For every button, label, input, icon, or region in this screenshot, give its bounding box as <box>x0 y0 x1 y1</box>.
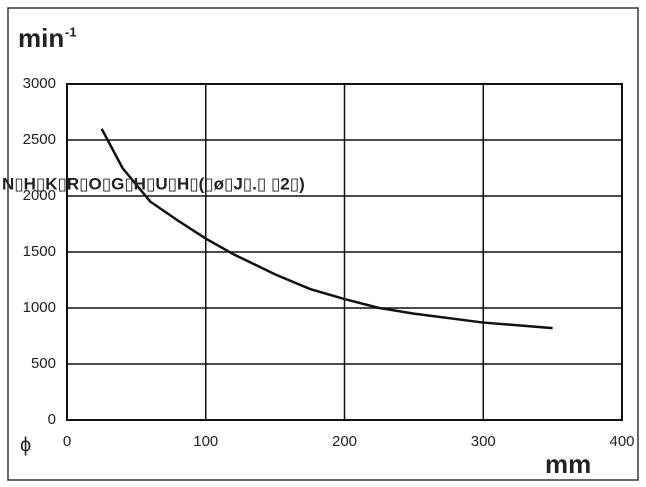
y-tick-label: 0 <box>48 411 56 428</box>
line <box>100 128 553 330</box>
corner-symbol: ϕ <box>20 434 31 456</box>
y-tick-label: 2000 <box>23 187 56 204</box>
x-tick-label: 200 <box>332 433 357 450</box>
y-tick-label: 3000 <box>23 75 56 92</box>
frame <box>7 7 639 481</box>
y-tick-label: 1000 <box>23 299 56 316</box>
y-tick-label: 1500 <box>23 243 56 260</box>
y-tick-label: 500 <box>31 355 56 372</box>
x-tick-label: 300 <box>471 433 496 450</box>
x-tick-label: 400 <box>609 433 634 450</box>
y-axis-label-exponent: -1 <box>65 24 77 39</box>
x-axis-label: mm <box>545 449 591 479</box>
x-tick-label: 0 <box>63 433 71 450</box>
y-axis-label: min <box>18 23 64 53</box>
plot-border <box>66 83 623 421</box>
y-tick-label: 2500 <box>23 131 56 148</box>
annotation: N▯H▯K▯R▯O▯G▯H▯U▯H▯(▯ø▯J▯.▯ ▯2▯) <box>2 174 305 193</box>
x-tick-label: 100 <box>193 433 218 450</box>
